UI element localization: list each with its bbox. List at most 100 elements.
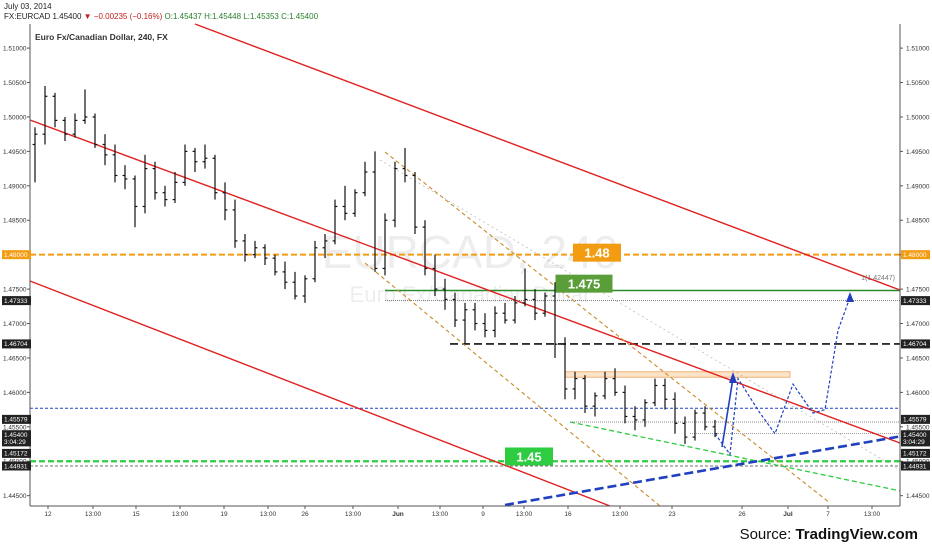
price-tag-left: 1.45579 xyxy=(4,417,28,424)
x-tick-label: 16 xyxy=(564,511,572,518)
symbol-label: FX:EURCAD xyxy=(4,12,51,21)
y-tick-label: 1.47000 xyxy=(906,321,930,328)
price-tag-bg xyxy=(901,339,930,349)
price-tag-bg xyxy=(901,461,930,471)
ohlc-bars xyxy=(32,85,718,445)
chart-title: Euro Fx/Canadian Dollar, 240, FX xyxy=(35,32,168,42)
price-tag-bg xyxy=(901,250,930,260)
y-tick-label: 1.47500 xyxy=(3,287,27,294)
y-tick-label: 1.50000 xyxy=(3,114,27,121)
x-tick-label: 19 xyxy=(220,511,228,518)
channel-lower-line xyxy=(29,280,611,507)
source-prefix: Source: xyxy=(739,526,796,543)
y-tick-label: 1.45500 xyxy=(906,424,930,431)
axes: 1.51000 1.51000 1.50500 1.50500 1.50000 1.500… xyxy=(2,24,930,518)
projection-target-arrow-icon xyxy=(846,292,854,302)
x-tick-label: 13:00 xyxy=(516,511,533,518)
level-label-bg xyxy=(573,243,621,262)
price-tag-bg xyxy=(2,250,31,260)
price-tag-bg xyxy=(2,339,31,349)
x-tick-label: 15 xyxy=(132,511,140,518)
orange-channel-lower xyxy=(364,262,661,507)
blue-trendline xyxy=(504,435,901,507)
price-tag-bg xyxy=(901,430,930,440)
channel-upper-line xyxy=(194,23,901,291)
price-tag-bg xyxy=(2,296,31,306)
price-tag-bg xyxy=(901,296,930,306)
price-tag-bg xyxy=(2,461,31,471)
watermark-name: Euro Fx/Canadian Dollar xyxy=(350,282,591,307)
green-support-line xyxy=(569,421,901,492)
price-tag-left: 1.46704 xyxy=(4,341,28,348)
low-value: L:1.45353 xyxy=(243,12,279,21)
price-tag-bg xyxy=(2,414,31,424)
x-tick-label: 26 xyxy=(738,511,746,518)
watermark-symbol: EURCAD, 240 xyxy=(322,226,619,278)
y-tick-label: 1.49000 xyxy=(906,183,930,190)
y-tick-label: 1.50000 xyxy=(906,114,930,121)
y-tick-label: 1.50500 xyxy=(906,80,930,87)
orange-channel-upper xyxy=(384,151,831,504)
projection-arrow-icon xyxy=(729,372,737,383)
level-label: 1.475 xyxy=(568,277,601,292)
source-brand: TradingView.com xyxy=(795,526,918,543)
x-tick-label: 12 xyxy=(44,511,52,518)
y-tick-label: 1.48500 xyxy=(3,218,27,225)
price-tag-right: 1.45579 xyxy=(903,417,927,424)
price-tag-bg xyxy=(2,437,31,447)
trendlines xyxy=(29,23,901,507)
price-tag-right: 1.48000 xyxy=(903,252,927,259)
y-tick-label: 1.49500 xyxy=(906,149,930,156)
x-tick-label: 13:00 xyxy=(864,511,881,518)
price-tag-bg xyxy=(901,448,930,458)
price-tag-right: 1.44931 xyxy=(903,463,927,470)
level-label-bg xyxy=(505,447,553,466)
price-tag-bg xyxy=(2,430,31,440)
resistance-zone xyxy=(564,371,791,378)
close-value: C:1.45400 xyxy=(281,12,319,21)
price-tag-right: 1.47333 xyxy=(903,298,927,305)
y-tick-label: 1.46500 xyxy=(906,355,930,362)
price-chart[interactable]: EURCAD, 240 Euro Fx/Canadian Dollar 1(1.4… xyxy=(0,0,932,523)
plot-area xyxy=(30,24,900,506)
y-tick-label: 1.44500 xyxy=(906,493,930,500)
y-tick-label: 1.45500 xyxy=(3,424,27,431)
open-value: O:1.45437 xyxy=(164,12,202,21)
source-credit[interactable]: Source: TradingView.com xyxy=(740,526,918,543)
y-tick-label: 1.44500 xyxy=(3,493,27,500)
fib-label: 1(1.42447) xyxy=(861,275,895,282)
x-tick-label: 13:00 xyxy=(172,511,189,518)
x-tick-label: 9 xyxy=(481,511,485,518)
footer-bar xyxy=(0,523,932,550)
x-tick-label: 23 xyxy=(668,511,676,518)
y-tick-label: 1.51000 xyxy=(3,46,27,53)
projection-path: 1(1.42447) 1.48 1.475 1.45 xyxy=(505,243,895,466)
x-tick-label: 7 xyxy=(826,511,830,518)
y-tick-label: 1.47000 xyxy=(3,321,27,328)
x-tick-label: 13:00 xyxy=(260,511,277,518)
price-tag-left: 1.45400 xyxy=(4,432,28,439)
price-tag-bg xyxy=(901,437,930,447)
x-tick-label: Jul xyxy=(783,511,793,518)
level-label-bg xyxy=(555,274,613,293)
price-tag-left: 1.45172 xyxy=(4,451,28,458)
price-tag-bg xyxy=(2,448,31,458)
price-tag-right: 1.45172 xyxy=(903,451,927,458)
header-date: July 03, 2014 xyxy=(4,2,52,11)
projection-solid-leg xyxy=(721,377,734,448)
x-tick-label: Jun xyxy=(392,511,404,518)
y-tick-label: 1.46000 xyxy=(906,390,930,397)
level-label: 1.48 xyxy=(584,246,609,261)
y-tick-label: 1.49000 xyxy=(3,183,27,190)
y-tick-label: 1.46000 xyxy=(3,390,27,397)
price-tag-left: 1.48000 xyxy=(4,252,28,259)
price-tag-left: 3:04:29 xyxy=(4,439,26,446)
y-tick-label: 1.51000 xyxy=(906,46,930,53)
price-tag-left: 1.47333 xyxy=(4,298,28,305)
y-tick-label: 1.49500 xyxy=(3,149,27,156)
watermark: EURCAD, 240 Euro Fx/Canadian Dollar xyxy=(322,226,619,307)
y-tick-label: 1.48500 xyxy=(906,218,930,225)
high-value: H:1.45448 xyxy=(204,12,242,21)
y-tick-label: 1.46500 xyxy=(3,355,27,362)
x-tick-label: 13:00 xyxy=(432,511,449,518)
